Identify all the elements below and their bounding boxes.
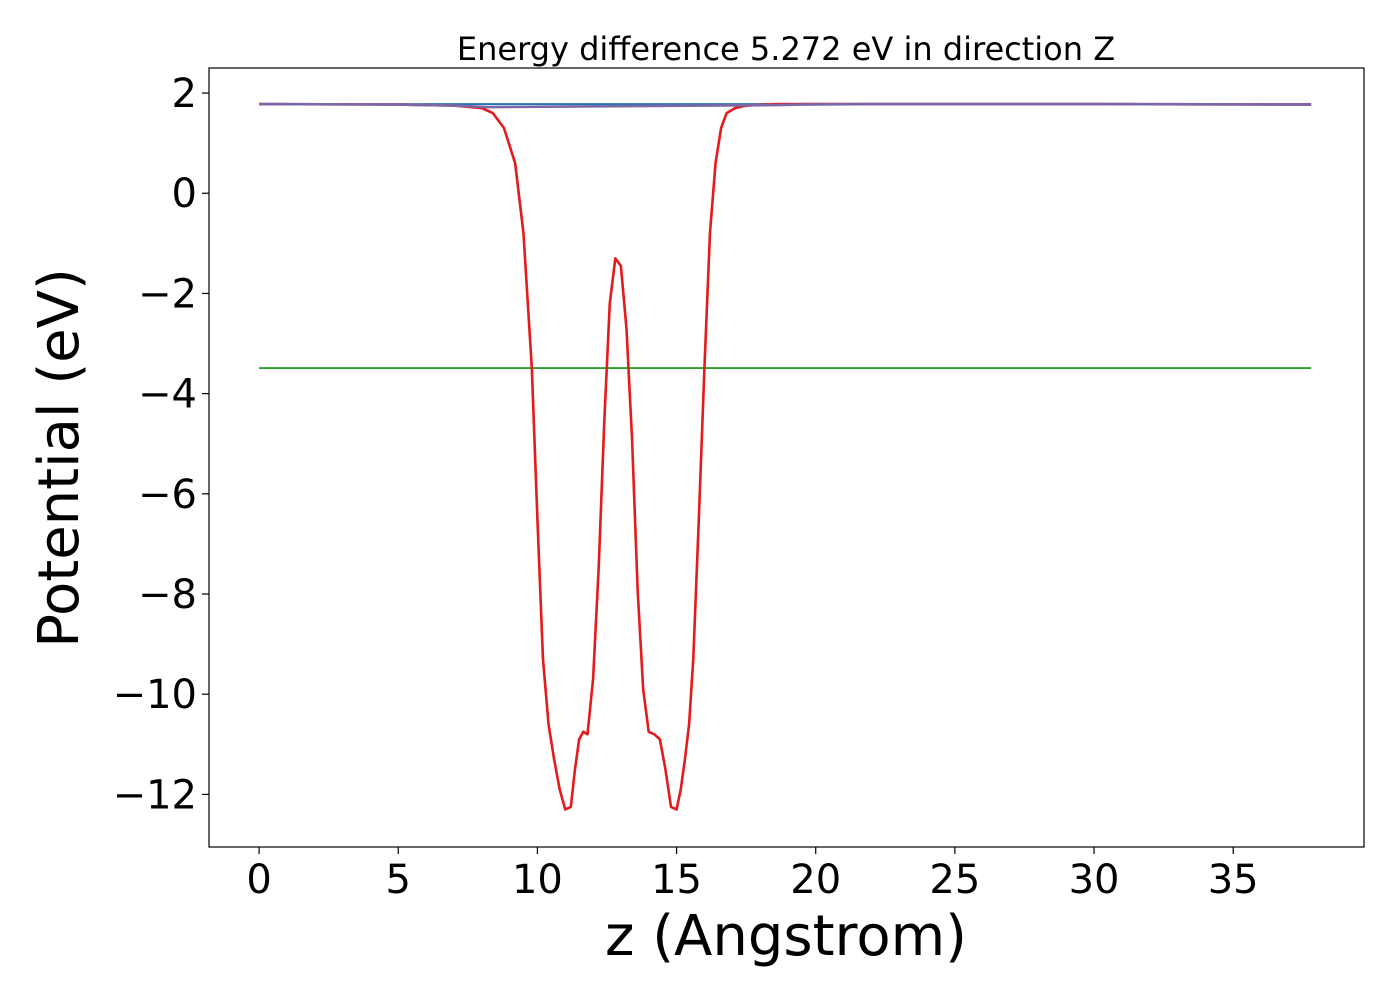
x-tick-label: 20 bbox=[790, 857, 841, 903]
x-axis: 0 5 10 15 20 25 30 35 bbox=[246, 847, 1259, 903]
x-tick-label: 10 bbox=[512, 857, 563, 903]
chart-title: Energy difference 5.272 eV in direction … bbox=[457, 30, 1115, 68]
x-tick-label: 0 bbox=[246, 857, 271, 903]
y-tick-label: −12 bbox=[113, 772, 197, 818]
x-tick-label: 5 bbox=[386, 857, 411, 903]
x-tick-label: 35 bbox=[1208, 857, 1259, 903]
x-axis-label: z (Angstrom) bbox=[605, 904, 967, 969]
y-tick-label: −4 bbox=[138, 372, 197, 418]
plot-frame bbox=[208, 67, 1365, 848]
y-tick-label: −8 bbox=[138, 572, 197, 618]
y-tick-label: −10 bbox=[113, 672, 197, 718]
y-tick-label: 2 bbox=[172, 71, 197, 117]
x-tick-label: 25 bbox=[929, 857, 980, 903]
series-line-2 bbox=[259, 102, 1312, 811]
y-tick-label: −6 bbox=[138, 472, 197, 518]
y-tick-label: −2 bbox=[138, 271, 197, 317]
x-tick-label: 15 bbox=[651, 857, 702, 903]
y-axis-label: Potential (eV) bbox=[27, 268, 92, 648]
plot-area bbox=[259, 102, 1312, 811]
x-tick-label: 30 bbox=[1069, 857, 1120, 903]
series-line-3 bbox=[259, 102, 1312, 109]
y-tick-label: 0 bbox=[172, 171, 197, 217]
y-axis: 2 0 −2 −4 −6 −8 −10 −12 bbox=[113, 71, 209, 818]
